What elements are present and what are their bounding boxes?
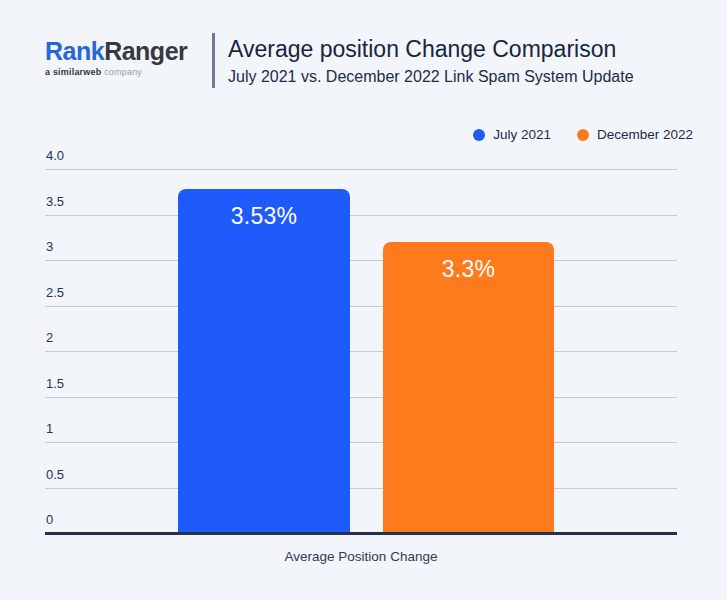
- x-axis-line: [45, 532, 677, 535]
- gridline: [45, 397, 677, 398]
- y-axis-tick-label: 3: [46, 239, 53, 254]
- plot-area: Average Position Change 4.0 3.5 3 2.5 2 1.5 1 0…: [0, 0, 727, 600]
- y-axis-tick-label: 0: [46, 512, 53, 527]
- y-axis-tick-label: 1: [46, 421, 53, 436]
- gridline: [45, 306, 677, 307]
- gridline: [45, 215, 677, 216]
- gridline: [45, 260, 677, 261]
- y-axis-tick-label: 1.5: [46, 376, 64, 391]
- y-axis-tick-label: 3.5: [46, 194, 64, 209]
- y-axis-tick-label: 2: [46, 330, 53, 345]
- y-axis-tick-label: 2.5: [46, 285, 64, 300]
- bar-data-label: 3.53%: [178, 189, 350, 230]
- y-axis-tick-label: 4.0: [46, 148, 64, 163]
- y-axis-tick-label: 0.5: [46, 467, 64, 482]
- gridline: [45, 169, 677, 170]
- gridline: [45, 351, 677, 352]
- bar-data-label: 3.3%: [383, 242, 554, 283]
- gridline: [45, 488, 677, 489]
- x-axis-label: Average Position Change: [45, 549, 677, 564]
- bar-december-2022: 3.3%: [383, 242, 554, 533]
- bar-july-2021: 3.53%: [178, 189, 350, 533]
- gridline: [45, 442, 677, 443]
